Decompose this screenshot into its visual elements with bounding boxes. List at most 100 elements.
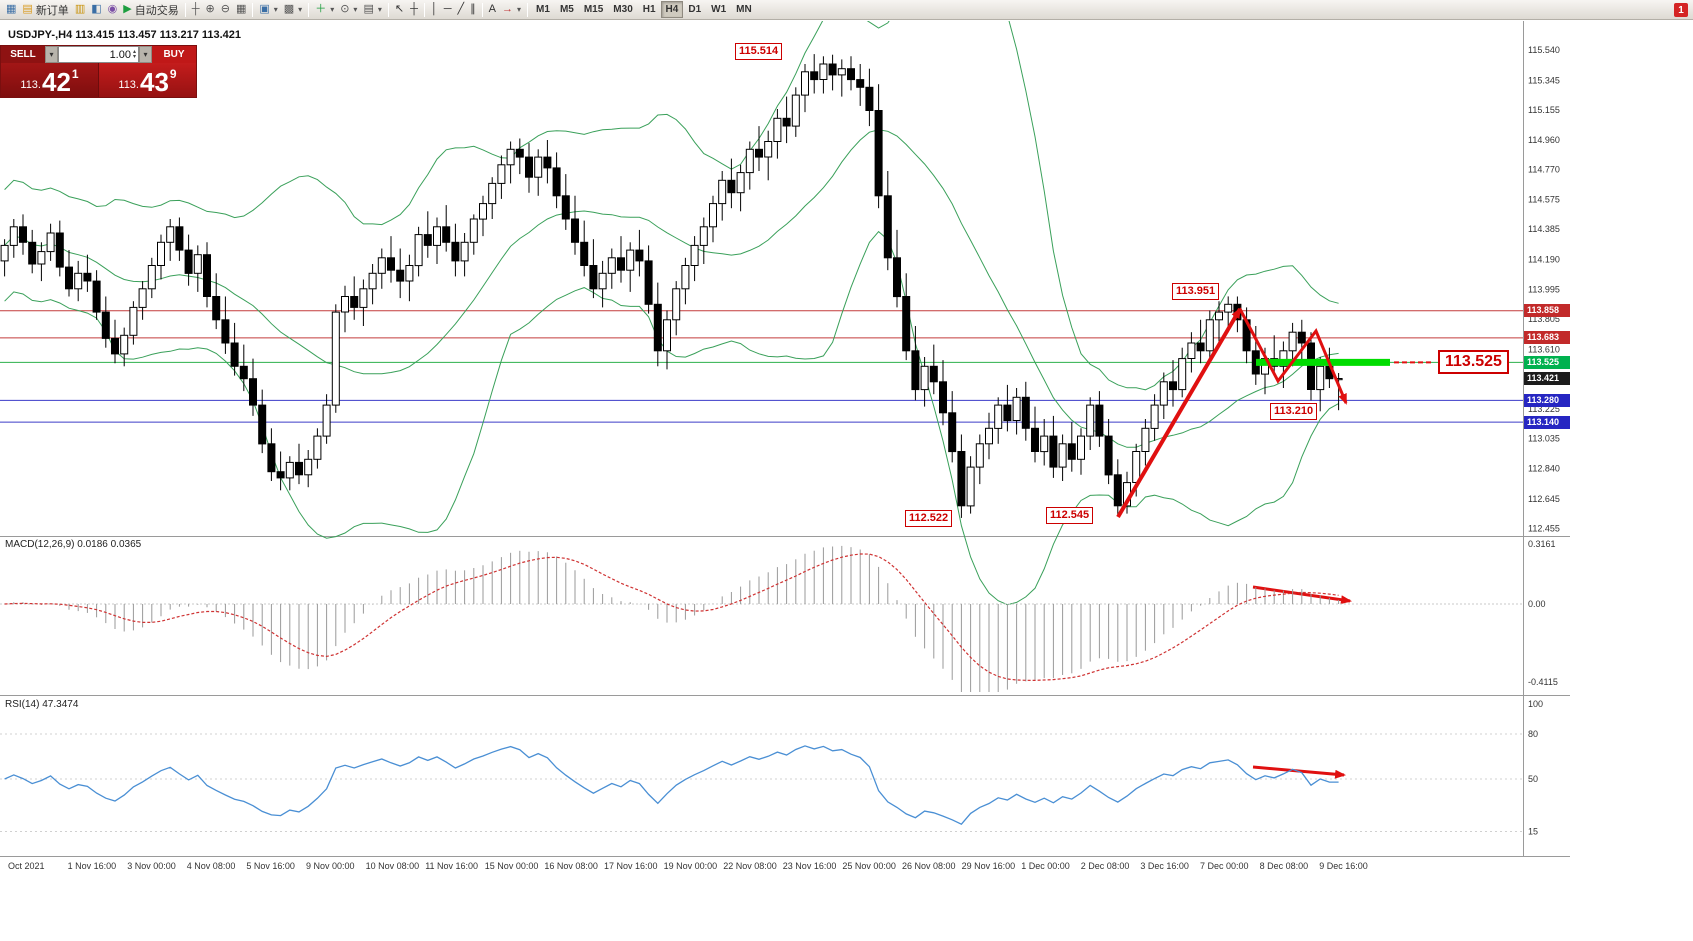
tf-m15[interactable]: M15 [579, 1, 608, 18]
add-indicator-icon[interactable]: ＋ ▾ [312, 1, 337, 18]
price-tag-113.683: 113.683 [1524, 331, 1570, 345]
templates-icon[interactable]: ▤ ▾ [360, 1, 384, 18]
chart-canvas[interactable]: 115.540 115.345 115.155 114.960 114.770 114.5… [0, 21, 1570, 941]
candle-body [267, 443, 276, 473]
tf-m5[interactable]: M5 [555, 1, 579, 18]
cursor-tool-icon[interactable]: ↖ [392, 1, 407, 18]
candle-body [764, 141, 773, 158]
market-watch-icon[interactable]: ◧ [88, 1, 104, 18]
candle-body [74, 272, 83, 290]
autotrading-button[interactable]: ▶ 自动交易 [120, 1, 181, 18]
price-tag-113.858: 113.858 [1524, 304, 1570, 318]
candle-body [534, 156, 543, 178]
candle-body [1187, 342, 1196, 359]
volume-down-icon[interactable]: ▾ [132, 53, 136, 60]
tf-d1[interactable]: D1 [683, 1, 706, 18]
rsi-tick: 15 [1528, 827, 1538, 837]
candle-body [571, 218, 579, 243]
candle-body [396, 269, 405, 282]
volume-value: 1.00 [109, 48, 131, 61]
horizontal-line-tool-icon[interactable]: ─ [441, 1, 455, 18]
price-label-113951[interactable]: 113.951 [1172, 283, 1220, 300]
templates-icon-glyph: ▤ [363, 3, 374, 15]
crosshair-icon[interactable]: ┼ [189, 1, 203, 18]
candle-body [1196, 342, 1205, 352]
price-label-112522[interactable]: 112.522 [905, 510, 953, 527]
bollinger-upper [4, 21, 1339, 391]
tf-mn-label: MN [736, 4, 752, 15]
candle-body [1058, 443, 1067, 468]
volume-input[interactable]: 1.00 ▴ ▾ [58, 46, 139, 63]
price-label-115514[interactable]: 115.514 [735, 43, 783, 60]
candle-body [423, 234, 432, 246]
alerts-icon[interactable]: ◉ [105, 1, 121, 18]
time-label: 3 Nov 00:00 [127, 861, 176, 871]
channel-tool-icon[interactable]: ∥ [467, 1, 479, 18]
tf-w1[interactable]: W1 [706, 1, 731, 18]
tf-m30[interactable]: M30 [608, 1, 637, 18]
trade-panel-prices: 113. 42 1 113. 43 9 [1, 63, 196, 97]
candle-body [1113, 474, 1122, 507]
trend-arrow-1[interactable] [1116, 307, 1242, 519]
price-tick: 114.575 [1528, 195, 1560, 205]
buy-caret-icon[interactable]: ▾ [139, 46, 152, 63]
price-label-113525[interactable]: 113.525 [1438, 350, 1509, 374]
buy-button[interactable]: BUY [152, 46, 196, 63]
volume-up-icon[interactable]: ▴ [132, 48, 136, 55]
candle-body [442, 226, 451, 243]
toolbar-separator [252, 2, 254, 17]
tf-m1[interactable]: M1 [531, 1, 555, 18]
candle-body [368, 272, 377, 290]
price-label-112545[interactable]: 112.545 [1046, 507, 1094, 524]
cursor-tool-icon-glyph: ↖ [394, 3, 405, 15]
zoom-in-icon[interactable]: ⊕ [203, 1, 218, 18]
charts-group-icon[interactable]: ▥ [72, 1, 88, 18]
time-label: 19 Nov 00:00 [664, 861, 718, 871]
arrows-tool-icon[interactable]: → ▾ [499, 1, 524, 18]
tf-h4[interactable]: H4 [660, 1, 684, 18]
trendline-tool-icon[interactable]: ╱ [455, 1, 468, 18]
time-label: 7 Dec 00:00 [1200, 861, 1249, 871]
tf-w1-label: W1 [711, 4, 727, 15]
volume-spinner[interactable]: ▴ ▾ [132, 48, 136, 60]
sell-price[interactable]: 113. 42 1 [1, 63, 99, 97]
vertical-line-tool-icon[interactable]: │ [428, 1, 441, 18]
market-watch-icon-glyph: ◧ [91, 3, 102, 15]
time-label: 4 Nov 08:00 [187, 861, 236, 871]
price-tick: 114.770 [1528, 165, 1560, 175]
candle-body [1012, 396, 1021, 421]
text-tool-icon[interactable]: A [486, 1, 499, 18]
profiles-icon[interactable]: ▩ ▾ [281, 1, 305, 18]
horizontal-level-lines[interactable] [0, 310, 1523, 423]
trend-arrow-2[interactable] [1238, 308, 1348, 405]
candle-body [184, 249, 193, 274]
tf-h1[interactable]: H1 [638, 1, 661, 18]
periods-icon-glyph: ⊙ [340, 3, 350, 15]
candle-body [193, 254, 202, 274]
buy-price[interactable]: 113. 43 9 [99, 63, 196, 97]
candle-body [699, 226, 708, 246]
candle-body [837, 68, 846, 76]
price-tick: 114.385 [1528, 224, 1560, 234]
vertical-line-tool-icon-glyph: │ [430, 3, 438, 15]
notification-badge[interactable]: 1 [1674, 3, 1688, 17]
candle-body [1095, 404, 1104, 437]
sell-caret-icon[interactable]: ▾ [45, 46, 58, 63]
candle-body [1067, 443, 1076, 460]
periods-icon[interactable]: ⊙ ▾ [337, 1, 360, 18]
candle-body [883, 195, 892, 259]
sell-button[interactable]: SELL [1, 46, 45, 63]
zoom-out-icon[interactable]: ⊖ [218, 1, 233, 18]
tile-windows-icon[interactable]: ▦ [233, 1, 249, 18]
autotrading-button-label: 自动交易 [134, 4, 179, 17]
candle-body [101, 311, 110, 339]
tf-mn[interactable]: MN [731, 1, 757, 18]
toolbar-separator [527, 2, 529, 17]
candle-body [589, 265, 598, 290]
price-label-113210[interactable]: 113.210 [1270, 403, 1318, 420]
crosshair-tool-icon[interactable]: ┼ [407, 1, 421, 18]
new-order-button[interactable]: ▤ 新订单 [19, 1, 71, 18]
time-label: 3 Dec 16:00 [1140, 861, 1189, 871]
new-chart-icon[interactable]: ▣ ▾ [256, 1, 280, 18]
chart-window-icon[interactable]: ▦ [3, 1, 19, 18]
